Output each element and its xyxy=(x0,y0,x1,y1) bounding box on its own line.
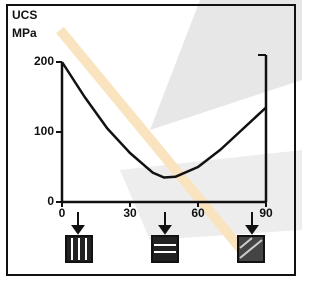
y-tick-label: 0 xyxy=(47,194,54,208)
chart: UCS MPa 0 100 200 0 30 60 90 xyxy=(0,0,302,281)
y-axis-label: UCS xyxy=(12,8,37,22)
y-axis-unit: MPa xyxy=(12,26,37,40)
x-tick-label: 60 xyxy=(191,206,205,220)
page: UCS MPa 01002000306090 (() => { const da… xyxy=(0,0,320,281)
y-tick-label: 200 xyxy=(34,54,54,68)
x-tick-label: 30 xyxy=(123,206,137,220)
x-tick-label: 90 xyxy=(259,206,273,220)
x-tick-label: 0 xyxy=(59,206,66,220)
sample xyxy=(152,236,178,262)
y-tick-label: 100 xyxy=(34,124,54,138)
